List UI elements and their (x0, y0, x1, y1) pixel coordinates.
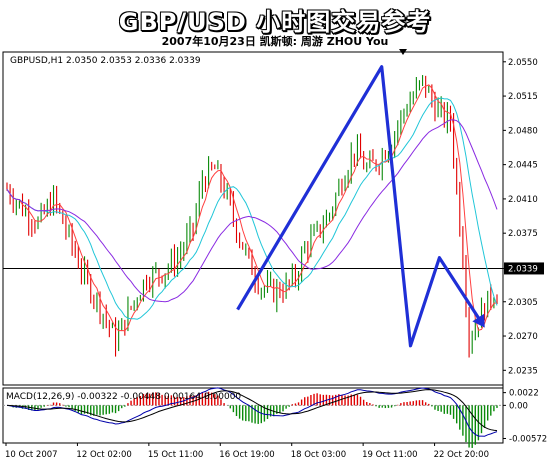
chart-subtitle: 2007年10月23日 凯斯顿: 周游 ZHOU You (161, 35, 389, 48)
macd-info-label: MACD(12,26,9) -0.00322 -0.00448 0.00164 … (6, 392, 241, 402)
time-tick-label: 15 Oct 11:00 (148, 450, 203, 460)
macd-tick-label: 0.00 (509, 401, 528, 411)
current-price-box (504, 262, 544, 275)
time-tick-label: 16 Oct 19:00 (219, 450, 274, 460)
price-frame (2, 51, 504, 386)
time-tick-label: 19 Oct 11:00 (362, 450, 417, 460)
shift-marker-icon (399, 49, 407, 55)
symbol-info-label: GBPUSD,H1 2.0350 2.0353 2.0336 2.0339 (10, 56, 201, 66)
price-panel (2, 51, 504, 386)
time-tick-label: 12 Oct 02:00 (76, 450, 131, 460)
ma-fast-line (6, 84, 498, 332)
ma-slow-line (6, 119, 498, 303)
trend-arrow-line (236, 65, 484, 348)
current-price-label: 2.0339 (508, 264, 538, 274)
price-tick-label: 2.0515 (508, 92, 538, 102)
annotation-arrow (236, 65, 485, 348)
macd-line (6, 387, 498, 437)
price-tick-label: 2.0410 (508, 195, 538, 205)
macd-tick-label: 0.0022 (509, 389, 539, 399)
price-tick-label: 2.0305 (508, 298, 538, 308)
chart-title: GBP/USD 小时图交易参考 (118, 8, 432, 36)
macd-tick-label: -0.00572 (509, 434, 547, 444)
price-tick-label: 2.0270 (508, 332, 538, 342)
price-tick-label: 2.0375 (508, 229, 538, 239)
price-tick-label: 2.0445 (508, 161, 538, 171)
price-tick-label: 2.0550 (508, 58, 538, 68)
arrow-head-icon (472, 313, 485, 328)
time-tick-label: 10 Oct 2007 (5, 450, 58, 460)
price-tick-label: 2.0480 (508, 126, 538, 136)
axes: 2.0550 2.0515 2.0480 2.0445 2.0410 2.0375 2.03… (5, 49, 547, 460)
price-tick-label: 2.0235 (508, 366, 538, 376)
macd-signal-line (6, 389, 498, 432)
ma-mid-line (6, 97, 498, 320)
time-tick-label: 18 Oct 03:00 (291, 450, 346, 460)
macd-panel (2, 387, 504, 448)
time-tick-label: 22 Oct 20:00 (434, 450, 489, 460)
